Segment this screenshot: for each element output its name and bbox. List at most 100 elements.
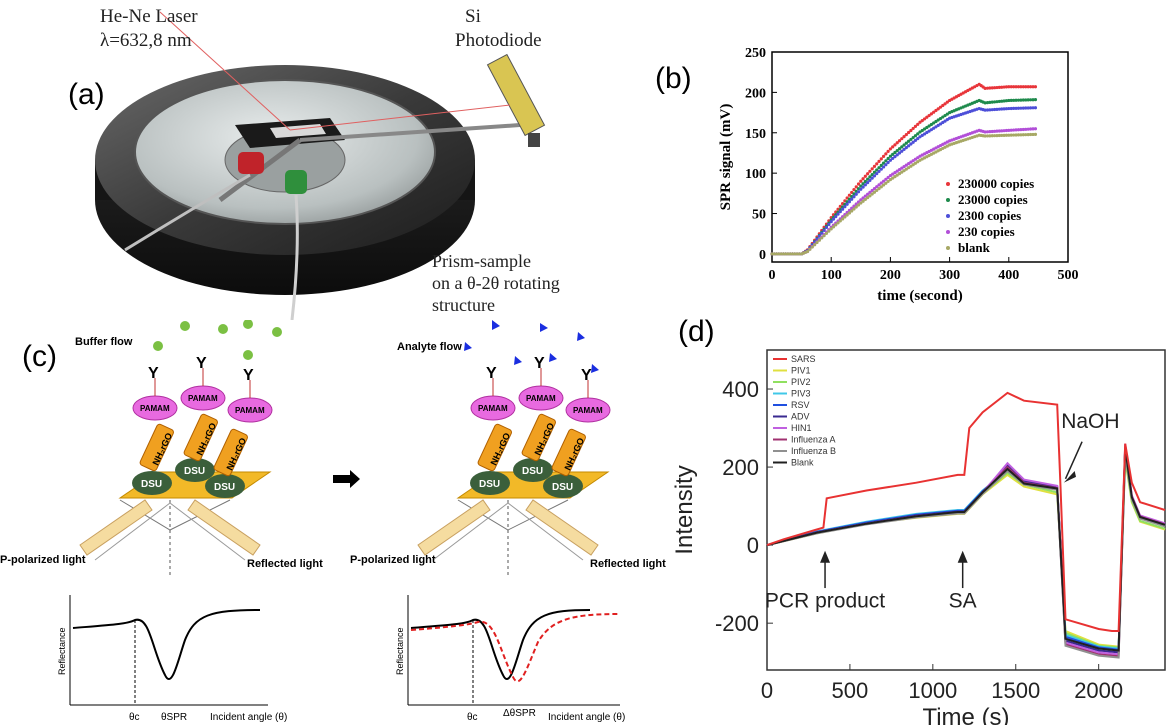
incident-angle-label-left: Incident angle (θ): [210, 712, 287, 723]
data-point: [1021, 106, 1025, 110]
data-point: [907, 130, 911, 135]
x-tick-label: 400: [998, 268, 1019, 283]
data-point: [1007, 106, 1011, 111]
data-point: [1021, 85, 1025, 89]
data-point: [1004, 133, 1009, 137]
data-point: [808, 247, 812, 251]
legend-label: SARS: [791, 354, 816, 364]
data-point: [918, 120, 922, 124]
laser-caption: He-Ne Laser λ=632,8 nm: [100, 5, 198, 53]
data-point: [943, 119, 947, 123]
data-point: [879, 181, 883, 185]
pamam-label: PAMAM: [478, 404, 508, 413]
data-point: [1019, 128, 1023, 132]
data-point: [866, 196, 870, 200]
data-point: [815, 237, 819, 241]
data-point: [995, 107, 999, 111]
data-point: [900, 145, 904, 149]
data-point: [922, 117, 927, 121]
data-point: [1031, 132, 1035, 137]
laser-beam-in: [159, 11, 291, 131]
data-point: [877, 169, 881, 174]
annotation-arrow: [1064, 441, 1083, 480]
data-point: [1019, 98, 1023, 102]
data-point: [1024, 98, 1028, 102]
data-point: [1002, 133, 1006, 137]
data-point: [1009, 98, 1013, 102]
chart-b: 0 100 200 300 400 500 0 50 100 150 200 250 time (sec…: [718, 46, 1079, 304]
series-230000-copies: [770, 82, 1038, 256]
data-point: [863, 174, 867, 178]
data-point: [856, 203, 861, 207]
data-point: [866, 180, 870, 185]
incident-angle-label-right: Incident angle (θ): [548, 712, 625, 723]
data-point: [888, 147, 892, 151]
dsu-label: DSU: [141, 479, 162, 490]
data-point: [938, 105, 943, 109]
data-point: [911, 159, 915, 163]
data-point: [861, 185, 865, 189]
data-point: [1028, 106, 1033, 110]
data-point: [834, 223, 838, 227]
x-axis-label: Time (s): [922, 704, 1009, 725]
data-point: [888, 173, 892, 178]
data-point: [913, 161, 918, 165]
legend-label: 2300 copies: [958, 208, 1021, 223]
data-point: [1031, 127, 1035, 131]
x-tick-label: 0: [761, 678, 773, 703]
data-point: [834, 215, 838, 219]
data-point: [909, 164, 913, 168]
data-point: [784, 252, 788, 256]
data-point: [945, 100, 949, 104]
data-point: [815, 240, 819, 245]
legend-marker: [946, 246, 950, 250]
data-point: [863, 197, 867, 202]
data-point: [1033, 98, 1038, 102]
data-point: [843, 215, 847, 219]
data-point: [997, 85, 1001, 89]
data-point: [904, 141, 908, 145]
data-point: [824, 225, 829, 230]
data-point: [879, 157, 883, 161]
data-point: [1019, 85, 1023, 89]
svg-text:Y: Y: [534, 355, 545, 372]
data-point: [895, 149, 899, 153]
data-point: [988, 100, 992, 104]
laser-caption-line1: He-Ne Laser: [100, 6, 198, 27]
panel-c: (c): [0, 320, 680, 727]
data-point: [770, 252, 774, 256]
data-point: [1012, 85, 1016, 89]
photodiode-caption-line1: Si: [465, 6, 481, 27]
x-axis-label: time (second): [877, 288, 962, 304]
y-tick-label: 200: [745, 86, 766, 101]
laser-beam-out: [289, 104, 511, 131]
reflected-beam-right: [525, 499, 599, 556]
reflected-beam-left: [187, 499, 261, 556]
annotation-arrowhead: [957, 550, 968, 563]
prism-caption-line2: on a θ-2θ rotating: [432, 273, 560, 293]
data-point: [1014, 133, 1018, 137]
series-blank: [770, 132, 1038, 256]
data-point: [856, 190, 861, 194]
p-polarized-label-right: P-polarized light: [350, 554, 436, 566]
data-point: [893, 170, 897, 175]
series-line-PIV2: [766, 457, 1166, 649]
data-point: [1033, 85, 1038, 89]
data-point: [1009, 133, 1013, 137]
prism-caption-line1: Prism-sample: [432, 251, 531, 271]
data-point: [831, 225, 836, 229]
data-point: [866, 172, 870, 176]
data-point: [1024, 106, 1028, 110]
data-point: [938, 116, 943, 121]
data-point: [895, 141, 899, 145]
data-point: [875, 168, 879, 172]
data-point: [817, 238, 821, 242]
data-point: [936, 107, 940, 111]
series-line-RSV: [766, 447, 1166, 651]
y-tick-label: 200: [722, 455, 759, 480]
data-point: [859, 201, 863, 205]
panel-a: (a) He-Ne Laser λ=632,8 nm Si Photodiode…: [0, 0, 640, 321]
data-point: [1026, 106, 1030, 110]
legend-label: 230 copies: [958, 224, 1015, 239]
data-point: [990, 108, 994, 112]
